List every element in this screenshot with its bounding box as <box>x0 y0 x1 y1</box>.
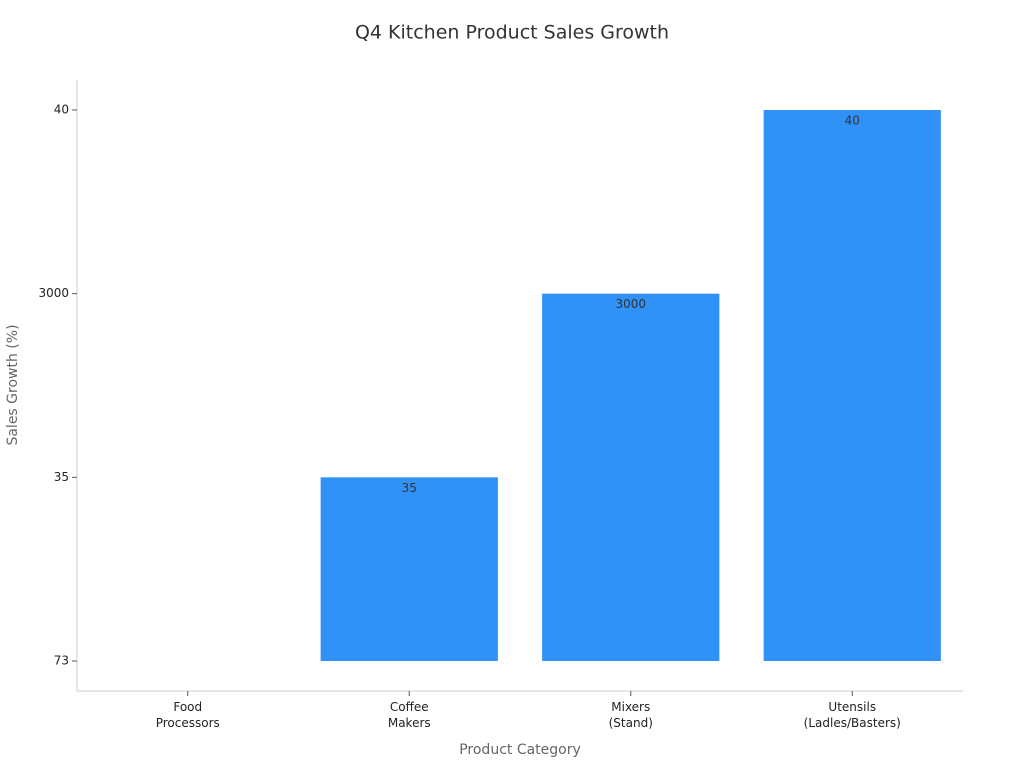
y-tick-label: 3000 <box>38 286 69 300</box>
x-tick-label: Food Processors <box>156 700 220 730</box>
bar <box>320 477 498 661</box>
data-label: 40 <box>845 114 860 128</box>
x-tick-label: Coffee Makers <box>388 700 431 730</box>
y-axis-label: Sales Growth (%) <box>5 324 21 445</box>
y-tick-label: 40 <box>54 103 69 117</box>
bar <box>542 293 720 661</box>
x-axis-label: Product Category <box>459 742 581 758</box>
x-tick-label: Utensils (Ladles/Basters) <box>804 700 901 730</box>
y-tick-label: 35 <box>54 470 69 484</box>
x-tick-label: Mixers (Stand) <box>609 700 653 730</box>
data-label: 35 <box>402 481 417 495</box>
bar <box>763 110 941 661</box>
y-tick-label: 73 <box>54 654 69 668</box>
chart-title: Q4 Kitchen Product Sales Growth <box>355 22 669 44</box>
data-label: 3000 <box>615 297 646 311</box>
